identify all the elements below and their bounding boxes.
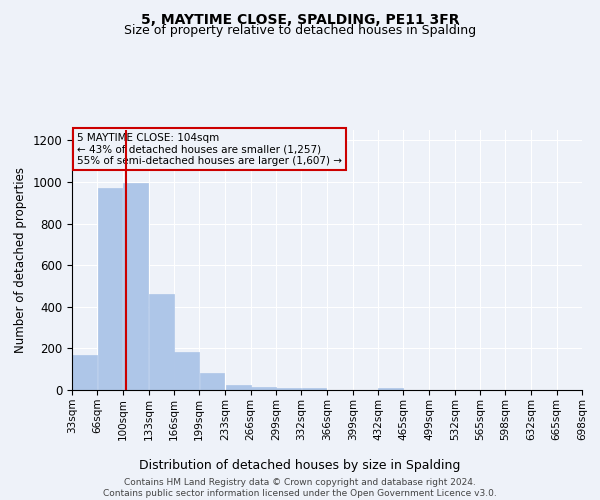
Bar	[302, 388, 326, 390]
Bar	[72, 354, 97, 390]
Y-axis label: Number of detached properties: Number of detached properties	[14, 167, 27, 353]
Text: Distribution of detached houses by size in Spalding: Distribution of detached houses by size …	[139, 460, 461, 472]
Bar	[226, 386, 251, 390]
Bar	[174, 352, 199, 390]
Bar	[97, 188, 122, 390]
Text: Size of property relative to detached houses in Spalding: Size of property relative to detached ho…	[124, 24, 476, 37]
Bar	[123, 183, 148, 390]
Bar	[378, 388, 403, 390]
Text: 5, MAYTIME CLOSE, SPALDING, PE11 3FR: 5, MAYTIME CLOSE, SPALDING, PE11 3FR	[141, 12, 459, 26]
Text: 5 MAYTIME CLOSE: 104sqm
← 43% of detached houses are smaller (1,257)
55% of semi: 5 MAYTIME CLOSE: 104sqm ← 43% of detache…	[77, 132, 342, 166]
Bar	[149, 294, 174, 390]
Bar	[251, 387, 276, 390]
Bar	[199, 374, 224, 390]
Bar	[276, 388, 301, 390]
Text: Contains HM Land Registry data © Crown copyright and database right 2024.
Contai: Contains HM Land Registry data © Crown c…	[103, 478, 497, 498]
